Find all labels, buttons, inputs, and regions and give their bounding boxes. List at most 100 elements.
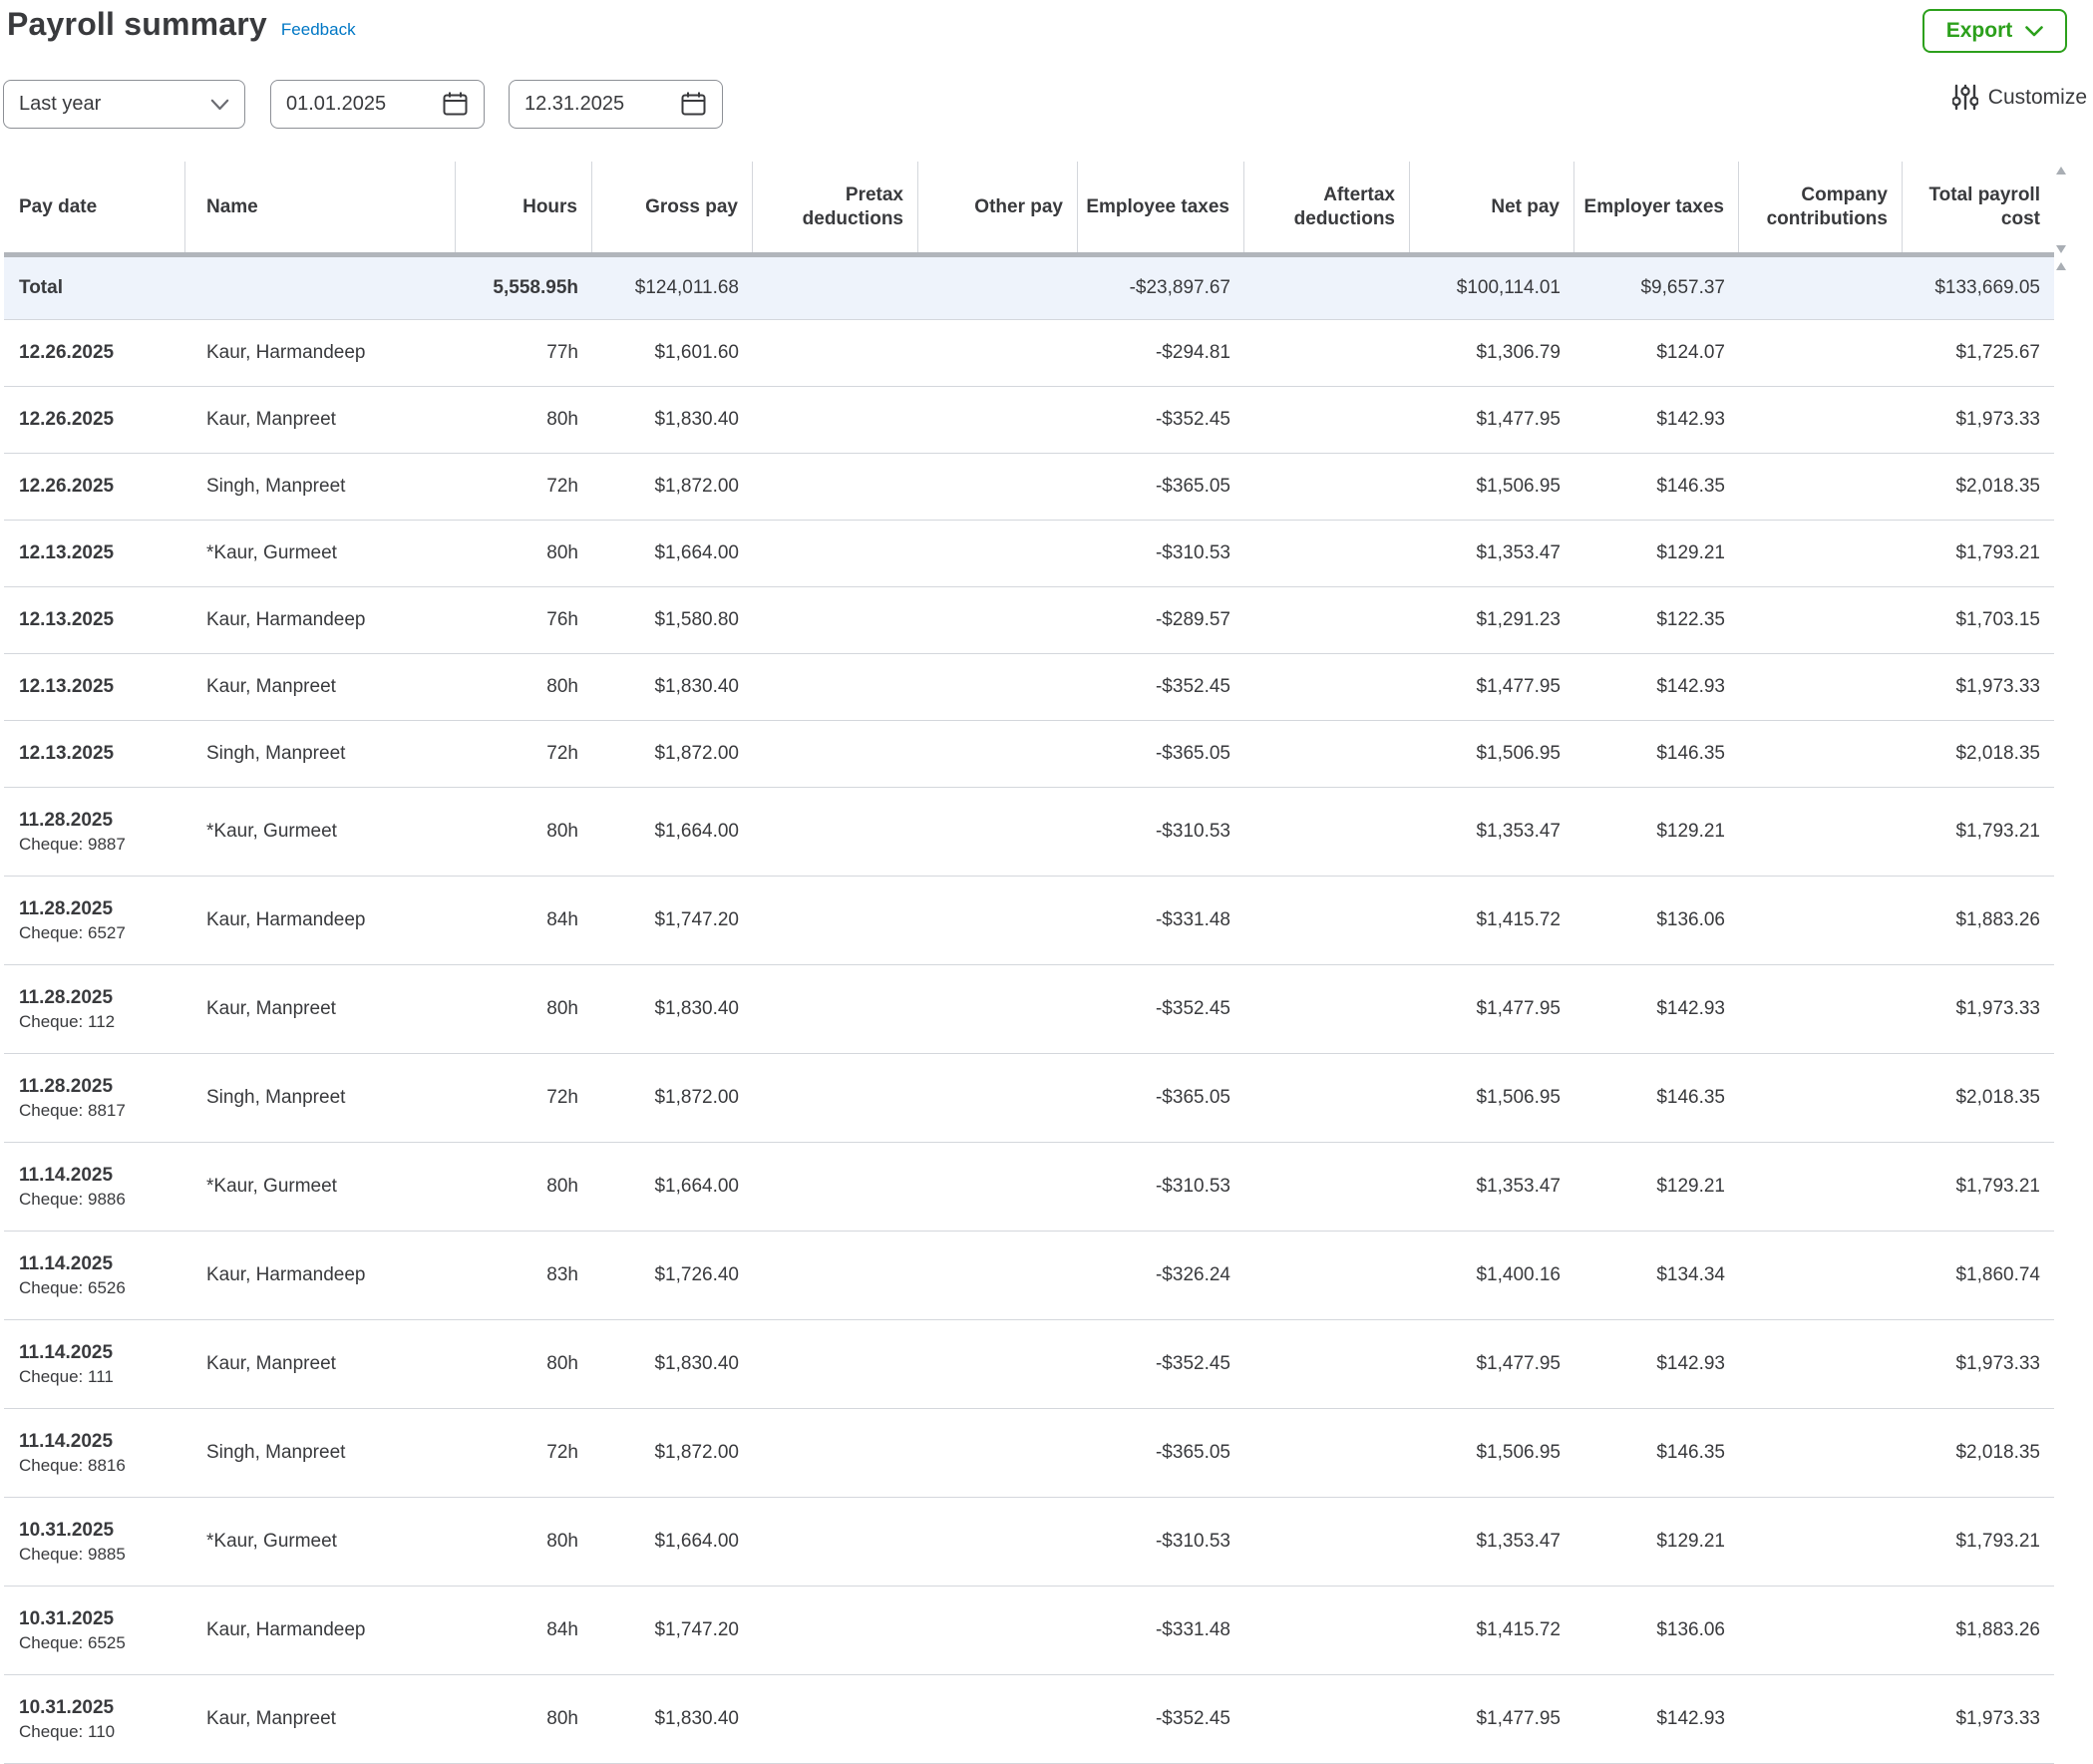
cell-name: Kaur, Manpreet bbox=[206, 1708, 336, 1729]
cell-gross_pay: $1,664.00 bbox=[654, 1176, 739, 1197]
cell-net_pay: $1,477.95 bbox=[1476, 409, 1561, 430]
cell-total_payroll_cost: $1,973.33 bbox=[1955, 676, 2040, 697]
cell-hours: 80h bbox=[546, 821, 578, 842]
table-header-row: Pay date Name Hours Gross pay Pretax deducti… bbox=[4, 162, 2054, 252]
pay-date: 12.26.2025 bbox=[19, 342, 115, 363]
table-row: 10.31.2025 Cheque: 9885 *Kaur, Gurmeet 80h $… bbox=[4, 1498, 2054, 1587]
table-row: 12.13.2025 Kaur, Harmandeep 76h $1,580.80 -$… bbox=[4, 587, 2054, 654]
column-header-pay_date: Pay date bbox=[4, 162, 185, 252]
cell-total_payroll_cost: $1,703.15 bbox=[1955, 609, 2040, 630]
cell-employer_taxes: $136.06 bbox=[1656, 909, 1725, 930]
cell-net_pay: $1,291.23 bbox=[1476, 609, 1561, 630]
cheque-number: Cheque: 112 bbox=[19, 1011, 116, 1031]
cell-aftertax_deductions bbox=[1244, 1054, 1410, 1142]
cell-total_payroll_cost: $2,018.35 bbox=[1955, 743, 2040, 764]
cell-net_pay: $1,506.95 bbox=[1476, 743, 1561, 764]
total-pay_date: Total bbox=[19, 277, 63, 298]
pay-date: 12.13.2025 bbox=[19, 609, 115, 630]
cell-total_payroll_cost: $1,973.33 bbox=[1955, 1708, 2040, 1729]
cell-pay-date: 12.13.2025 bbox=[4, 721, 185, 787]
cell-employer_taxes: $129.21 bbox=[1656, 1176, 1725, 1197]
cell-pay-date: 11.14.2025 Cheque: 6526 bbox=[4, 1232, 185, 1319]
cell-employer_taxes: $124.07 bbox=[1656, 342, 1725, 363]
cell-company_contributions bbox=[1739, 1320, 1903, 1408]
cell-other_pay bbox=[918, 521, 1078, 586]
cell-gross_pay: $1,872.00 bbox=[654, 476, 739, 497]
cell-net_pay: $1,506.95 bbox=[1476, 1442, 1561, 1463]
cell-other_pay bbox=[918, 654, 1078, 720]
pay-date: 10.31.2025 bbox=[19, 1696, 115, 1718]
cell-employee_taxes: -$310.53 bbox=[1155, 1531, 1230, 1552]
start-date-input[interactable]: 01.01.2025 bbox=[270, 80, 485, 129]
cell-hours: 80h bbox=[546, 676, 578, 697]
column-header-hours: Hours bbox=[456, 162, 592, 252]
cell-pretax_deductions bbox=[753, 454, 918, 520]
calendar-icon[interactable] bbox=[680, 91, 707, 118]
cell-gross_pay: $1,664.00 bbox=[654, 821, 739, 842]
pay-date: 10.31.2025 bbox=[19, 1519, 115, 1541]
cell-aftertax_deductions bbox=[1244, 965, 1410, 1053]
cell-pay-date: 11.28.2025 Cheque: 6527 bbox=[4, 877, 185, 964]
cell-hours: 84h bbox=[546, 909, 578, 930]
table-row: 11.14.2025 Cheque: 9886 *Kaur, Gurmeet 80h $… bbox=[4, 1143, 2054, 1232]
pay-date: 12.26.2025 bbox=[19, 409, 115, 430]
cell-other_pay bbox=[918, 454, 1078, 520]
date-range-select[interactable]: Last year bbox=[3, 80, 245, 129]
customize-button[interactable]: Customize bbox=[1951, 84, 2087, 111]
cell-hours: 72h bbox=[546, 476, 578, 497]
cell-company_contributions bbox=[1739, 1054, 1903, 1142]
horizontal-scrollbar[interactable] bbox=[4, 252, 2054, 257]
payroll-table: Pay date Name Hours Gross pay Pretax deducti… bbox=[4, 162, 2054, 1764]
cell-hours: 77h bbox=[546, 342, 578, 363]
scroll-down-arrow-icon[interactable] bbox=[2056, 245, 2066, 253]
cell-total_payroll_cost: $2,018.35 bbox=[1955, 1087, 2040, 1108]
cell-other_pay bbox=[918, 1232, 1078, 1319]
end-date-value: 12.31.2025 bbox=[524, 93, 625, 115]
cell-aftertax_deductions bbox=[1244, 521, 1410, 586]
cell-net_pay: $1,415.72 bbox=[1476, 1619, 1561, 1640]
cell-employee_taxes: -$294.81 bbox=[1155, 342, 1230, 363]
table-row: 12.26.2025 Kaur, Harmandeep 77h $1,601.60 -$… bbox=[4, 320, 2054, 387]
cell-pay-date: 11.14.2025 Cheque: 111 bbox=[4, 1320, 185, 1408]
cell-other_pay bbox=[918, 1587, 1078, 1674]
cell-hours: 80h bbox=[546, 1708, 578, 1729]
pay-date: 11.28.2025 bbox=[19, 897, 114, 919]
export-button-label: Export bbox=[1945, 19, 2013, 42]
cell-employer_taxes: $129.21 bbox=[1656, 1531, 1725, 1552]
cell-total_payroll_cost: $2,018.35 bbox=[1955, 476, 2040, 497]
scroll-up-arrow-icon[interactable] bbox=[2056, 167, 2066, 175]
cell-gross_pay: $1,830.40 bbox=[654, 1708, 739, 1729]
calendar-icon[interactable] bbox=[442, 91, 469, 118]
cell-hours: 80h bbox=[546, 1531, 578, 1552]
cell-company_contributions bbox=[1739, 1587, 1903, 1674]
cell-company_contributions bbox=[1739, 788, 1903, 876]
column-header-employer_taxes: Employer taxes bbox=[1574, 162, 1739, 252]
total-name bbox=[185, 257, 456, 319]
cell-name: Kaur, Harmandeep bbox=[206, 342, 366, 363]
table-row: 10.31.2025 Cheque: 110 Kaur, Manpreet 80h $1… bbox=[4, 1675, 2054, 1764]
scroll-up-arrow-icon[interactable] bbox=[2056, 262, 2066, 270]
cell-pretax_deductions bbox=[753, 387, 918, 453]
cell-pretax_deductions bbox=[753, 521, 918, 586]
cell-employee_taxes: -$352.45 bbox=[1155, 676, 1230, 697]
cell-gross_pay: $1,601.60 bbox=[654, 342, 739, 363]
cell-aftertax_deductions bbox=[1244, 1675, 1410, 1763]
pay-date: 11.14.2025 bbox=[19, 1341, 114, 1363]
export-button[interactable]: Export bbox=[1922, 9, 2067, 53]
cell-pay-date: 11.28.2025 Cheque: 9887 bbox=[4, 788, 185, 876]
cell-total_payroll_cost: $1,793.21 bbox=[1955, 542, 2040, 563]
end-date-input[interactable]: 12.31.2025 bbox=[509, 80, 723, 129]
cell-employee_taxes: -$310.53 bbox=[1155, 821, 1230, 842]
cell-pay-date: 11.28.2025 Cheque: 8817 bbox=[4, 1054, 185, 1142]
cell-net_pay: $1,506.95 bbox=[1476, 1087, 1561, 1108]
cell-hours: 76h bbox=[546, 609, 578, 630]
column-header-net_pay: Net pay bbox=[1410, 162, 1574, 252]
feedback-link[interactable]: Feedback bbox=[280, 20, 356, 39]
cell-pretax_deductions bbox=[753, 654, 918, 720]
cell-aftertax_deductions bbox=[1244, 387, 1410, 453]
pay-date: 12.26.2025 bbox=[19, 476, 115, 497]
total-employer_taxes: $9,657.37 bbox=[1640, 277, 1725, 298]
cell-aftertax_deductions bbox=[1244, 454, 1410, 520]
cell-aftertax_deductions bbox=[1244, 1320, 1410, 1408]
cell-employee_taxes: -$326.24 bbox=[1155, 1264, 1230, 1285]
